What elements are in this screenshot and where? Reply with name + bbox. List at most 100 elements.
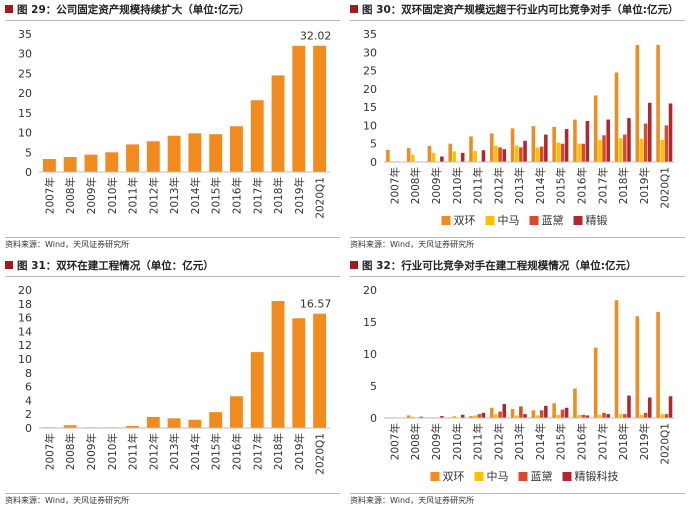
bar [573, 119, 577, 162]
y-tick-label: 10 [363, 119, 377, 132]
chart-svg: 0 5 10 15 20 25 30 35 32.02 2007年 2008年 2009年 2010年 2… [18, 28, 331, 219]
bar [460, 152, 465, 162]
bar [419, 416, 423, 418]
bar [292, 45, 306, 172]
chart-panel-fixed-assets: 图 29：公司固定资产规模持续扩大（单位:亿元） 0 5 10 15 20 25 30 35 3… [5, 0, 340, 250]
chart-title: 图 32：行业可比竞争对手在建工程规模情况（单位:亿元） [350, 258, 685, 277]
bar [460, 414, 465, 418]
y-tick-label: 4 [25, 394, 32, 407]
bar [519, 406, 523, 418]
bar [167, 135, 181, 172]
bar [618, 138, 623, 162]
bar [647, 397, 652, 418]
legend-label: 双环 [454, 214, 476, 227]
data-label: 16.57 [300, 298, 332, 311]
chart-panel-fixed-assets-peers: 图 30：双环固定资产规模远超于行业内可比竞争对手（单位:亿元） 0 5 10 15 2… [350, 0, 685, 250]
bar [481, 150, 486, 162]
chart-source: 资料来源：Wind，天风证券研究所 [5, 237, 340, 252]
legend-label: 蓝黛 [531, 470, 553, 483]
bar [585, 415, 590, 418]
bar [411, 416, 415, 418]
bar [593, 347, 598, 418]
bar [564, 129, 569, 162]
legend-label: 中马 [498, 214, 520, 227]
title-marker-icon [350, 261, 358, 269]
bar [593, 95, 598, 162]
chart-svg: 0 5 10 15 20 2007年 2008年 2009年 2010年 2011年 2012年 20… [363, 284, 675, 483]
x-tick-label: 2012年 [147, 433, 160, 470]
y-tick-label: 20 [18, 87, 32, 100]
legend-label: 双环 [443, 470, 465, 483]
legend-swatch [485, 216, 495, 225]
bar [577, 143, 581, 162]
bar [498, 147, 502, 162]
y-tick-label: 35 [18, 28, 32, 41]
bar [230, 126, 243, 172]
bar [573, 388, 577, 418]
legend-swatch [562, 472, 572, 481]
x-tick-label: 2007年 [43, 433, 56, 470]
x-tick-label: 2012年 [147, 177, 160, 214]
bar [606, 119, 610, 162]
chart-title: 图 31：双环在建工程情况（单位：亿元） [5, 258, 340, 277]
x-tick-label: 2009年 [85, 177, 98, 214]
bar [271, 301, 285, 428]
bar [469, 136, 473, 162]
x-tick-label: 2019年 [293, 177, 306, 214]
bar [623, 414, 627, 418]
x-tick-label: 2015年 [210, 177, 223, 214]
x-tick-label: 2014年 [534, 167, 547, 204]
legend-swatch [529, 216, 539, 225]
x-tick-label: 2010年 [451, 167, 464, 204]
bar [656, 44, 660, 162]
bar [448, 143, 452, 162]
bar [643, 412, 648, 418]
legend-swatch [430, 472, 440, 481]
bar [544, 134, 548, 162]
x-tick-label: 2010年 [106, 177, 119, 214]
x-tick-label: 2018年 [272, 177, 285, 214]
bar [614, 300, 619, 418]
bar [452, 416, 457, 418]
y-tick-label: 10 [18, 127, 32, 140]
bar [105, 152, 119, 172]
bar [660, 140, 665, 162]
bar [502, 403, 507, 418]
bar [581, 414, 586, 418]
bar [490, 407, 494, 418]
bar [614, 72, 619, 162]
x-tick-label: 2015年 [555, 167, 568, 204]
bar [627, 118, 631, 162]
x-tick-label: 2007年 [388, 167, 401, 204]
bar [313, 45, 327, 172]
y-tick-label: 10 [363, 348, 377, 361]
x-tick-label: 2014年 [189, 433, 202, 470]
x-tick-label: 2011年 [127, 433, 140, 470]
bar [519, 147, 523, 162]
x-tick-label: 2007年 [388, 423, 401, 460]
y-tick-label: 0 [370, 156, 377, 169]
x-tick-label: 2015年 [210, 433, 223, 470]
bar [560, 143, 565, 162]
y-tick-label: 12 [18, 339, 32, 352]
bar [556, 142, 561, 162]
y-tick-label: 30 [363, 46, 377, 59]
x-tick-label: 2008年 [64, 433, 77, 470]
chart-area: 0 5 10 15 20 2007年 2008年 2009年 2010年 2011年 2012年 20… [350, 278, 685, 492]
x-tick-label: 2019年 [638, 423, 651, 460]
bar [618, 414, 623, 418]
x-tick-label: 2011年 [127, 177, 140, 214]
bar [473, 151, 477, 162]
bar [63, 157, 77, 172]
chart-panel-construction-peers: 图 32：行业可比竞争对手在建工程规模情况（单位:亿元） 0 5 10 15 20 200… [350, 256, 685, 506]
bar [406, 148, 411, 162]
legend-swatch [441, 216, 451, 225]
bar [313, 313, 327, 428]
chart-area: 0 2 4 6 8 10 12 14 16 18 20 16.57 2007年 2008年 2009年 201… [5, 278, 340, 492]
bar [494, 414, 498, 418]
chart-title-text: 图 32：行业可比竞争对手在建工程规模情况（单位:亿元） [362, 260, 637, 272]
bar [606, 414, 610, 418]
chart-title-text: 图 29：公司固定资产规模持续扩大（单位:亿元） [17, 4, 250, 16]
y-tick-label: 20 [363, 284, 377, 297]
x-tick-label: 2020Q1 [315, 177, 327, 219]
